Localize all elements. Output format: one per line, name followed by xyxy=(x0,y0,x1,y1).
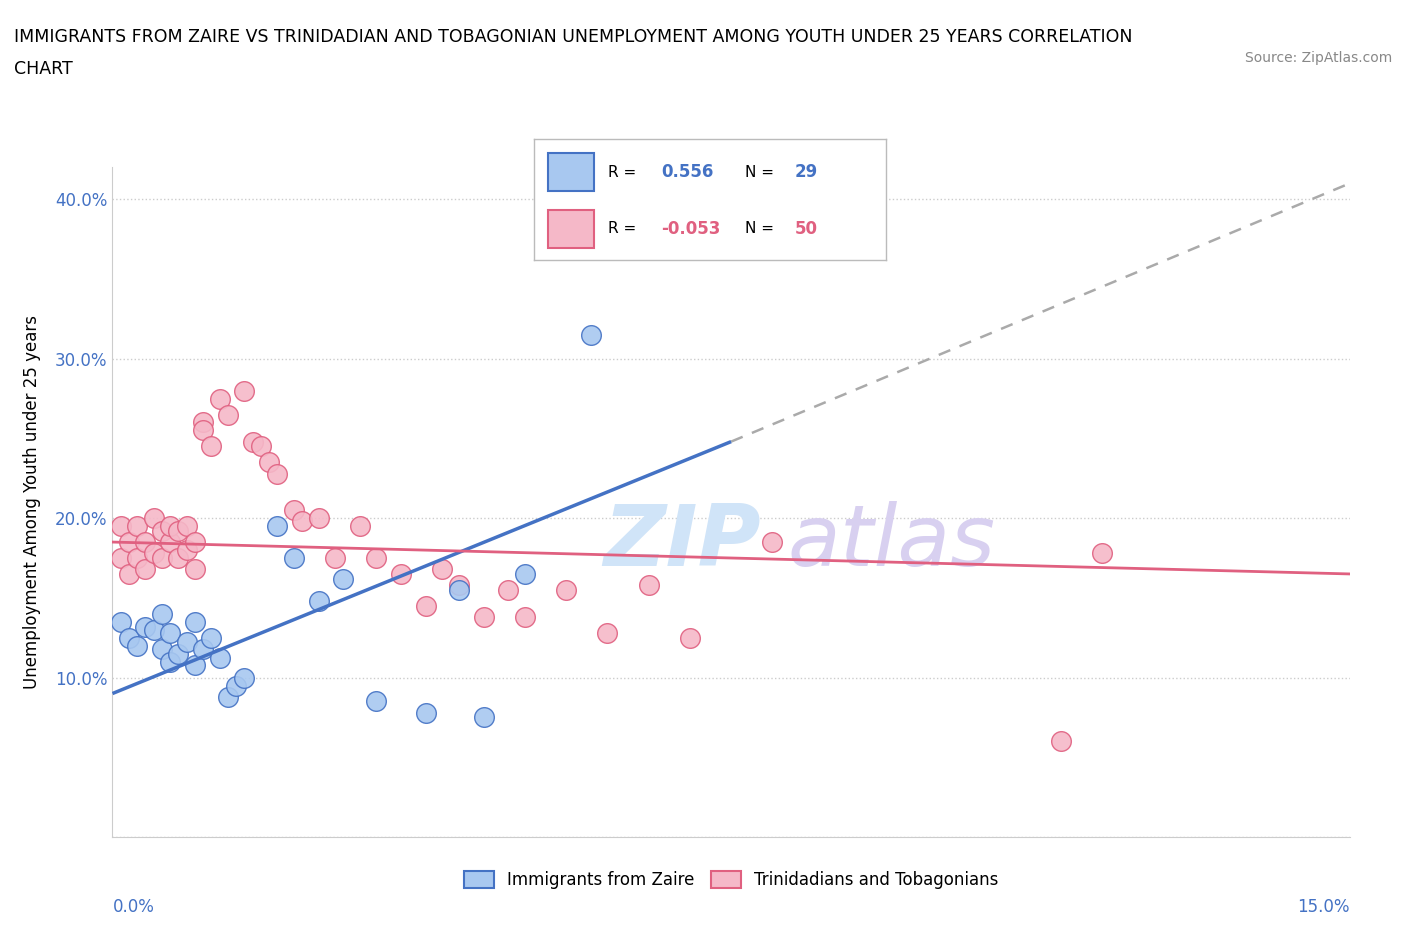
Point xyxy=(291,514,314,529)
Point xyxy=(193,415,215,430)
Point xyxy=(150,642,173,657)
Point xyxy=(184,615,207,630)
Point xyxy=(233,383,256,398)
Point xyxy=(193,642,215,657)
Point xyxy=(308,511,330,525)
Text: -0.053: -0.053 xyxy=(661,220,720,238)
Point xyxy=(761,535,783,550)
Point xyxy=(176,519,198,534)
Point xyxy=(159,535,181,550)
Point xyxy=(637,578,659,592)
Point xyxy=(150,551,173,565)
Point xyxy=(579,327,602,342)
Point xyxy=(150,524,173,538)
Point xyxy=(283,551,305,565)
Point xyxy=(250,439,273,454)
Text: CHART: CHART xyxy=(14,60,73,78)
Point xyxy=(225,678,247,693)
Point xyxy=(142,622,165,637)
Text: Source: ZipAtlas.com: Source: ZipAtlas.com xyxy=(1244,51,1392,65)
Point xyxy=(415,705,437,720)
Point xyxy=(118,535,141,550)
Text: 0.556: 0.556 xyxy=(661,163,713,181)
Point xyxy=(127,519,149,534)
FancyBboxPatch shape xyxy=(548,153,593,192)
Point xyxy=(127,551,149,565)
Point xyxy=(184,658,207,672)
Point xyxy=(110,519,132,534)
Text: IMMIGRANTS FROM ZAIRE VS TRINIDADIAN AND TOBAGONIAN UNEMPLOYMENT AMONG YOUTH UND: IMMIGRANTS FROM ZAIRE VS TRINIDADIAN AND… xyxy=(14,28,1133,46)
Point xyxy=(167,646,190,661)
Point xyxy=(266,466,288,481)
Point xyxy=(110,615,132,630)
Point xyxy=(233,671,256,685)
Point xyxy=(200,439,222,454)
Point xyxy=(110,551,132,565)
Point xyxy=(349,519,371,534)
Point xyxy=(134,619,156,634)
Point xyxy=(159,654,181,669)
Point xyxy=(184,562,207,577)
Point xyxy=(127,638,149,653)
Point xyxy=(283,503,305,518)
Point xyxy=(266,519,288,534)
Text: R =: R = xyxy=(609,165,641,179)
Text: N =: N = xyxy=(745,221,779,236)
Point xyxy=(308,593,330,608)
Text: R =: R = xyxy=(609,221,641,236)
Point xyxy=(159,519,181,534)
Point xyxy=(447,578,470,592)
Point xyxy=(167,524,190,538)
Point xyxy=(208,651,231,666)
Point xyxy=(217,689,239,704)
Point xyxy=(142,511,165,525)
Point xyxy=(389,566,412,581)
Point xyxy=(134,562,156,577)
Point xyxy=(159,626,181,641)
Text: 0.0%: 0.0% xyxy=(112,897,155,915)
Text: 29: 29 xyxy=(794,163,818,181)
Text: atlas: atlas xyxy=(787,501,995,584)
Point xyxy=(1050,734,1073,749)
Point xyxy=(513,566,536,581)
Point xyxy=(118,631,141,645)
Point xyxy=(118,566,141,581)
Y-axis label: Unemployment Among Youth under 25 years: Unemployment Among Youth under 25 years xyxy=(24,315,41,689)
Point xyxy=(184,535,207,550)
Point xyxy=(513,609,536,624)
Point xyxy=(257,455,280,470)
Point xyxy=(332,571,354,586)
Point xyxy=(498,582,520,597)
Point xyxy=(366,551,388,565)
Point xyxy=(200,631,222,645)
Point xyxy=(472,609,495,624)
Text: ZIP: ZIP xyxy=(603,501,761,584)
Point xyxy=(323,551,346,565)
Point xyxy=(208,392,231,406)
Point xyxy=(366,694,388,709)
Point xyxy=(150,606,173,621)
FancyBboxPatch shape xyxy=(548,209,593,248)
Point xyxy=(1091,546,1114,561)
Point xyxy=(176,635,198,650)
Point xyxy=(472,710,495,724)
Point xyxy=(242,434,264,449)
Point xyxy=(432,562,454,577)
Point xyxy=(415,598,437,613)
Point xyxy=(555,582,578,597)
Point xyxy=(176,542,198,557)
Point xyxy=(679,631,702,645)
Point xyxy=(193,423,215,438)
Point xyxy=(447,582,470,597)
Text: 50: 50 xyxy=(794,220,817,238)
Text: 15.0%: 15.0% xyxy=(1298,897,1350,915)
Point xyxy=(167,551,190,565)
Legend: Immigrants from Zaire, Trinidadians and Tobagonians: Immigrants from Zaire, Trinidadians and … xyxy=(457,864,1005,896)
Point xyxy=(217,407,239,422)
Point xyxy=(596,626,619,641)
Point xyxy=(142,546,165,561)
Point xyxy=(134,535,156,550)
Text: N =: N = xyxy=(745,165,779,179)
